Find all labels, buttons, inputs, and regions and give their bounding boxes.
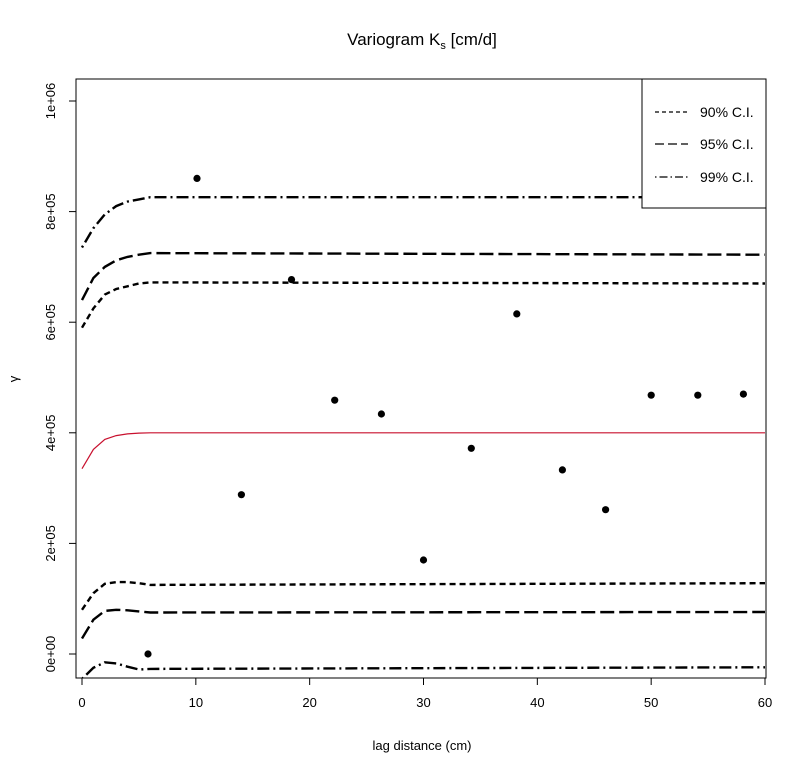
data-point [558,466,567,474]
x-tick-label: 30 [416,695,430,710]
x-tick-label: 40 [530,695,544,710]
legend-label: 99% C.I. [700,169,754,185]
data-point [419,556,428,564]
data-point [647,391,655,399]
x-tick-label: 0 [78,695,85,710]
ci-line-99-3 [80,195,765,249]
legend: 90% C.I. 95% C.I. 99% C.I. [641,78,767,209]
y-tick-label: 0e+00 [43,636,58,673]
data-point [237,491,245,499]
data-point [377,410,385,418]
points-layer [144,174,748,658]
series-layer [80,195,766,678]
data-point [739,390,748,398]
y-tick-label: 8e+05 [43,193,58,230]
y-tick-label: 4e+05 [43,415,58,452]
chart-title: Variogram Ks [cm/d] [347,30,497,52]
ci-line-90-4 [81,580,766,611]
y-axis-label: γ [6,375,21,382]
data-point [193,174,201,182]
model-line [81,432,765,470]
ci-line-90-1 [80,281,766,329]
ci-line-95-5 [80,608,766,640]
x-tick-label: 10 [189,695,203,710]
x-axis-label: lag distance (cm) [373,738,472,753]
data-point [287,276,296,284]
data-point [602,506,610,514]
data-point [144,650,152,658]
ci-line-95-2 [80,251,766,301]
x-tick-label: 20 [302,695,316,710]
data-point [513,310,521,318]
ci-line-99-6 [81,661,766,678]
y-tick-label: 1e+06 [43,83,58,120]
legend-label: 90% C.I. [700,104,754,120]
y-tick-label: 6e+05 [43,304,58,341]
x-tick-label: 50 [644,695,658,710]
data-point [331,396,339,404]
data-point [467,444,475,452]
y-tick-label: 2e+05 [43,525,58,562]
data-point [694,391,702,399]
x-axis: 0 10 20 30 40 50 60 [78,677,772,710]
x-tick-label: 60 [758,695,772,710]
legend-label: 95% C.I. [700,136,754,152]
y-axis: 0e+00 2e+05 4e+05 6e+05 8e+05 1e+06 [43,83,77,673]
